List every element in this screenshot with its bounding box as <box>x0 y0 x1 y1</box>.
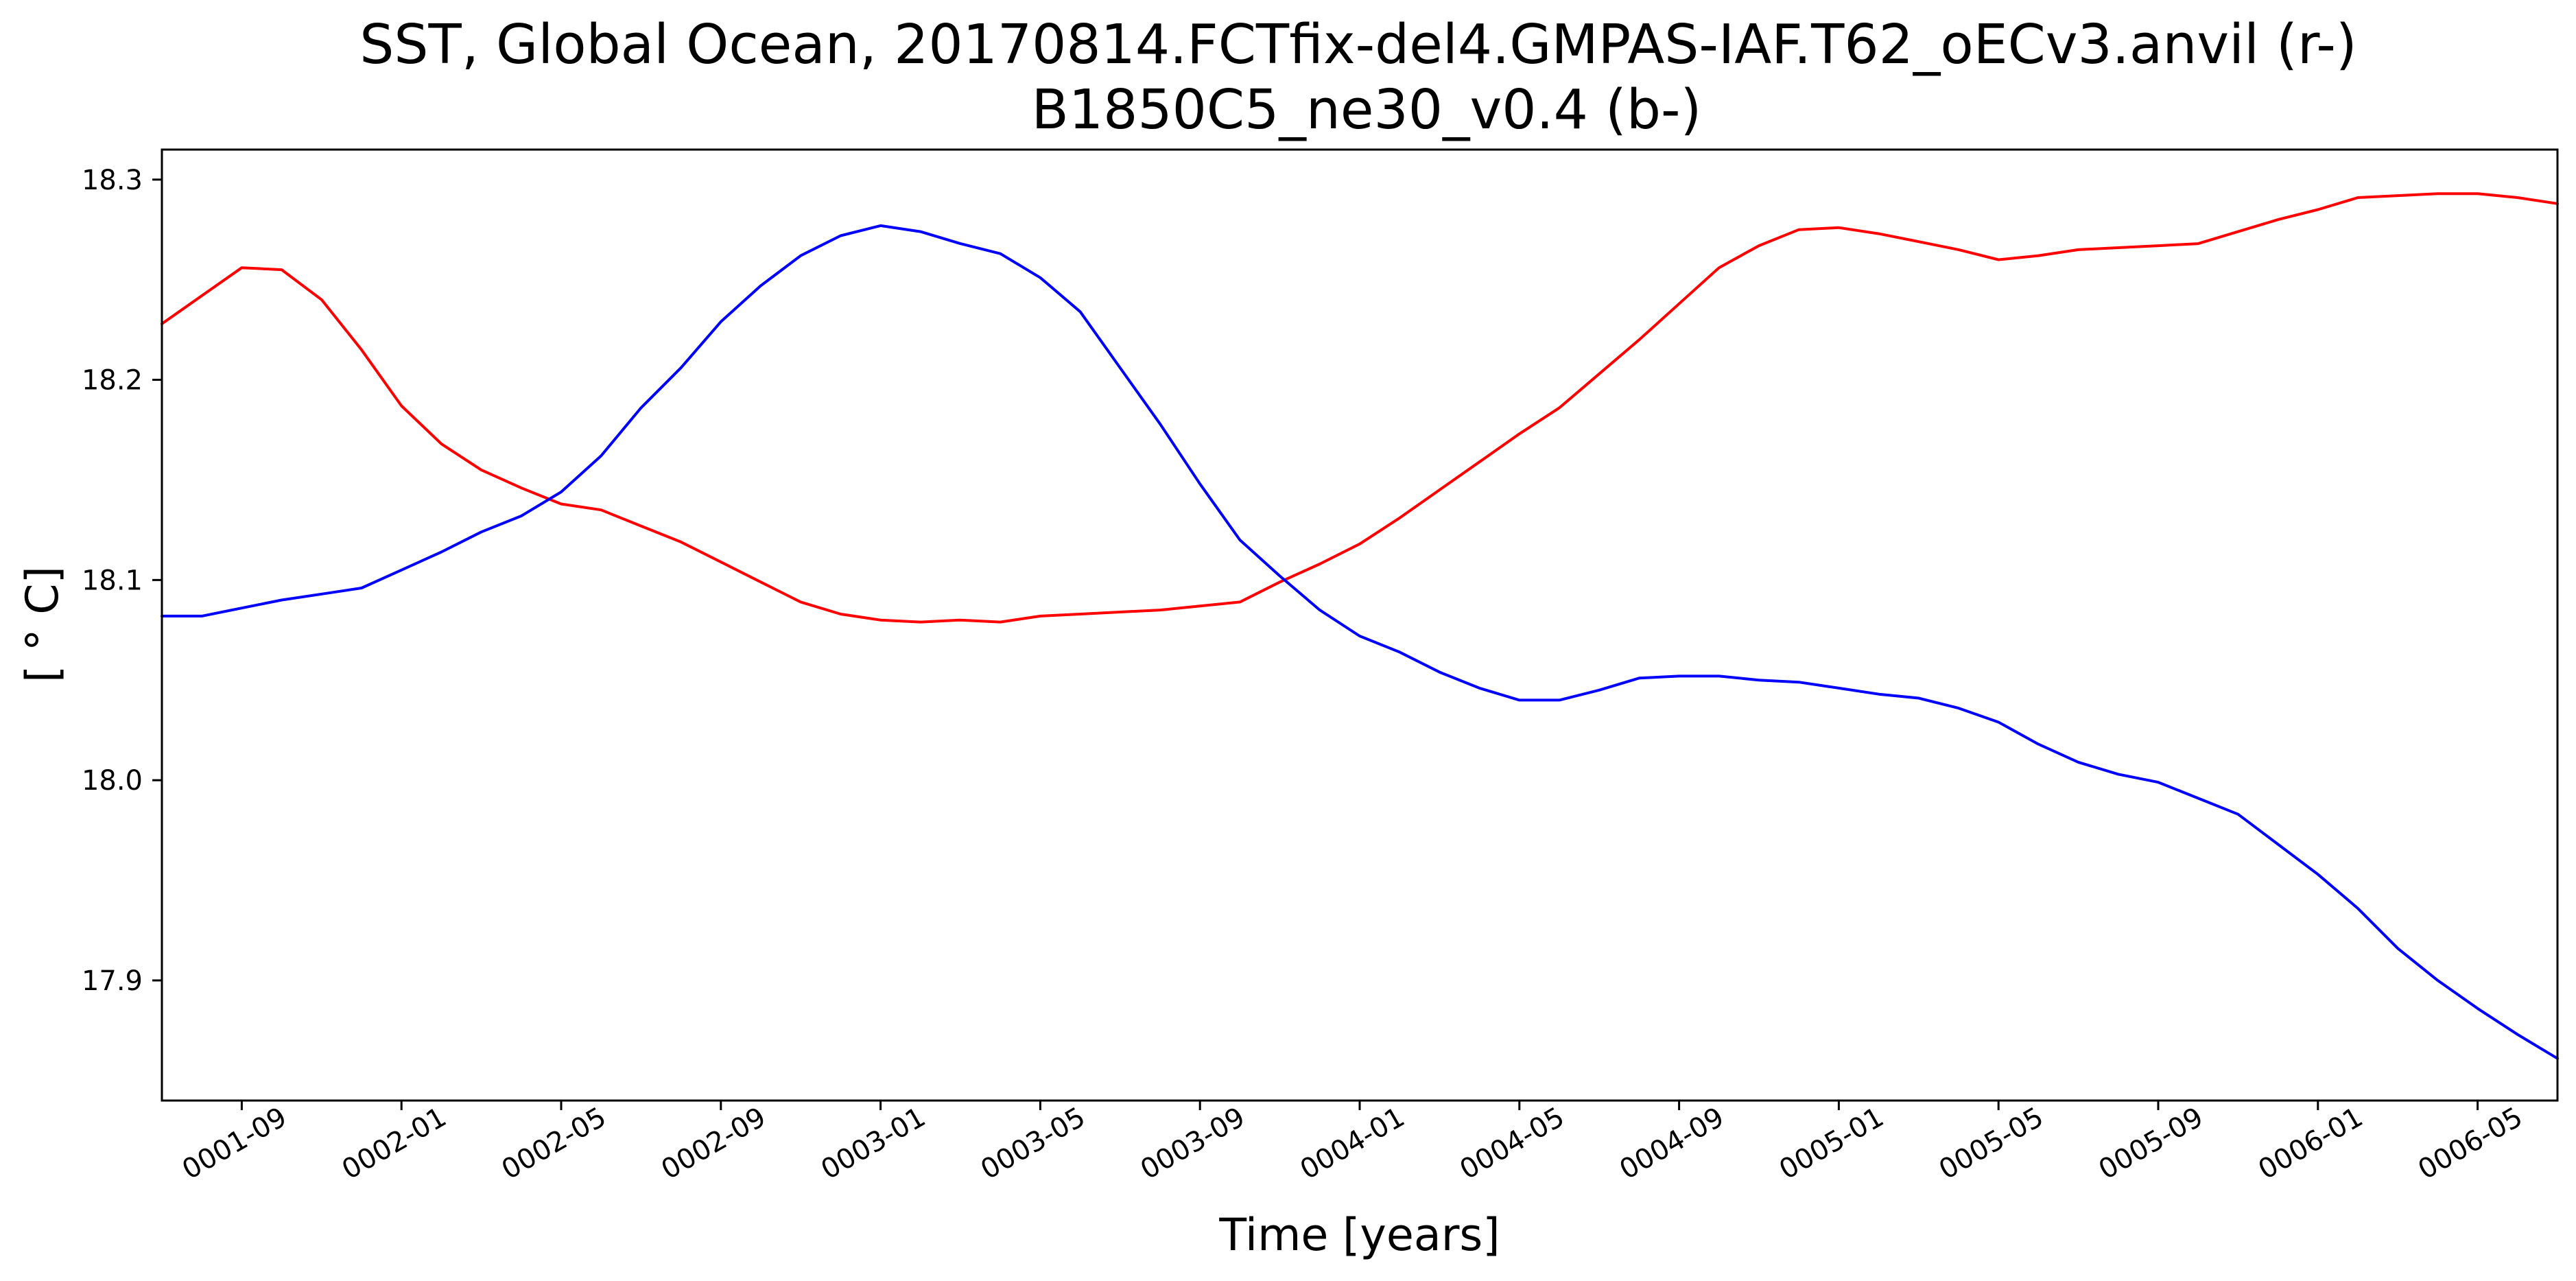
y-tick-label: 18.2 <box>82 365 143 397</box>
series-layer <box>161 192 2559 1060</box>
y-tick-label: 18.3 <box>82 165 143 196</box>
y-tick-label: 18.1 <box>82 565 143 596</box>
chart-title: SST, Global Ocean, 20170814.FCTfix-del4.… <box>359 13 2356 76</box>
y-tick-label: 17.9 <box>82 965 143 997</box>
chart-subtitle: B1850C5_ne30_v0.4 (b-) <box>1032 78 1702 141</box>
y-tick-label: 18.0 <box>82 765 143 797</box>
series-line-red <box>161 192 2559 624</box>
plot-frame <box>161 148 2559 1102</box>
y-axis-label: [ ° C] <box>17 566 69 683</box>
x-axis-label: Time [years] <box>1218 1210 1500 1261</box>
y-axis: 17.9 18.0 18.1 18.2 18.3 <box>82 165 162 997</box>
series-line-blue <box>161 224 2559 1060</box>
